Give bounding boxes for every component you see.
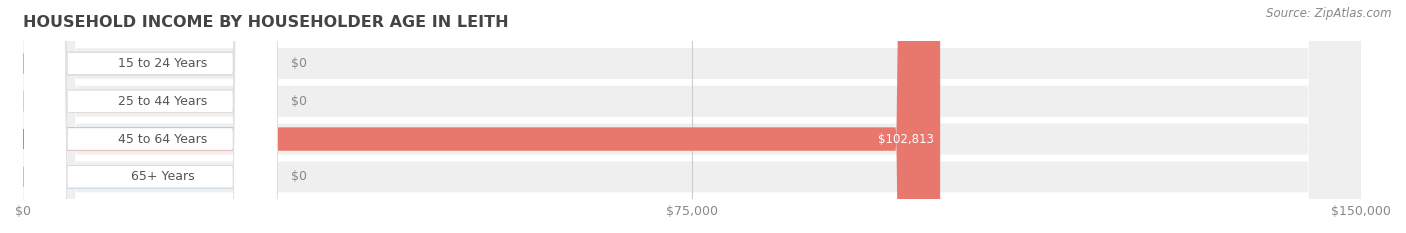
FancyBboxPatch shape — [22, 0, 277, 233]
FancyBboxPatch shape — [22, 0, 1361, 233]
Text: HOUSEHOLD INCOME BY HOUSEHOLDER AGE IN LEITH: HOUSEHOLD INCOME BY HOUSEHOLDER AGE IN L… — [22, 15, 509, 30]
FancyBboxPatch shape — [22, 0, 1361, 233]
FancyBboxPatch shape — [22, 0, 277, 233]
Text: $0: $0 — [291, 170, 307, 183]
FancyBboxPatch shape — [22, 0, 277, 233]
Text: $0: $0 — [291, 95, 307, 108]
Text: Source: ZipAtlas.com: Source: ZipAtlas.com — [1267, 7, 1392, 20]
Text: $0: $0 — [291, 57, 307, 70]
FancyBboxPatch shape — [22, 0, 941, 233]
FancyBboxPatch shape — [22, 0, 277, 233]
Text: 45 to 64 Years: 45 to 64 Years — [118, 133, 208, 146]
Text: 65+ Years: 65+ Years — [131, 170, 194, 183]
FancyBboxPatch shape — [22, 0, 1361, 233]
FancyBboxPatch shape — [22, 0, 1361, 233]
Text: 25 to 44 Years: 25 to 44 Years — [118, 95, 208, 108]
FancyBboxPatch shape — [22, 0, 277, 233]
FancyBboxPatch shape — [22, 0, 277, 233]
FancyBboxPatch shape — [22, 0, 277, 233]
Text: $102,813: $102,813 — [877, 133, 934, 146]
Text: 15 to 24 Years: 15 to 24 Years — [118, 57, 208, 70]
